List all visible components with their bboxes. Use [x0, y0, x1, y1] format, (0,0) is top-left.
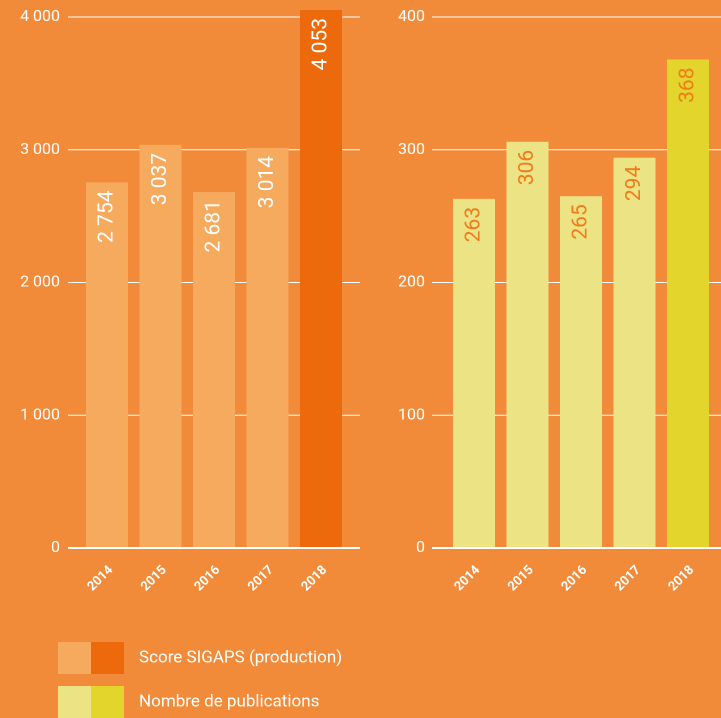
y-tick-label: 200 — [398, 272, 425, 291]
x-tick-label: 2015 — [138, 563, 170, 595]
bar — [139, 144, 182, 548]
bar — [300, 9, 342, 549]
legend-swatch — [91, 686, 124, 718]
y-tick-label: 1 000 — [20, 404, 60, 423]
x-tick-label: 2018 — [299, 563, 331, 595]
legend-label: Nombre de publications — [139, 691, 319, 711]
value-label: 265 — [569, 204, 593, 239]
y-tick-label: 2 000 — [20, 272, 60, 291]
bar — [86, 182, 128, 548]
value-label: 368 — [676, 67, 700, 102]
x-tick-label: 2016 — [559, 562, 591, 594]
y-tick-label: 400 — [398, 6, 425, 25]
x-tick-label: 2017 — [245, 563, 277, 595]
x-tick-label: 2017 — [612, 563, 644, 595]
value-label: 3 037 — [148, 153, 172, 205]
x-tick-label: 2014 — [85, 562, 117, 594]
value-label: 306 — [515, 150, 539, 185]
y-tick-label: 300 — [398, 139, 425, 158]
bar — [560, 196, 602, 548]
legend-swatch — [58, 642, 91, 674]
y-tick-label: 4 000 — [20, 6, 60, 25]
value-label: 2 681 — [202, 200, 226, 252]
y-tick-label: 100 — [398, 404, 425, 423]
bar — [453, 198, 495, 548]
value-label: 4 053 — [309, 18, 333, 70]
y-tick-label: 0 — [51, 537, 60, 556]
value-label: 3 014 — [255, 156, 279, 209]
bar — [506, 141, 549, 548]
legend-label: Score SIGAPS (production) — [139, 647, 342, 667]
x-tick-label: 2014 — [452, 562, 484, 594]
bar — [613, 157, 656, 548]
y-tick-label: 3 000 — [20, 139, 60, 158]
y-tick-label: 0 — [416, 537, 425, 556]
bar — [667, 59, 709, 548]
value-label: 294 — [622, 166, 646, 202]
legend-swatch — [58, 686, 91, 718]
x-tick-label: 2018 — [666, 563, 698, 595]
x-tick-label: 2016 — [192, 562, 224, 594]
x-tick-label: 2015 — [505, 563, 537, 595]
legend-swatch — [91, 642, 124, 674]
value-label: 2 754 — [95, 190, 119, 243]
bar — [193, 192, 235, 549]
value-label: 263 — [462, 207, 486, 242]
bar — [246, 147, 289, 549]
